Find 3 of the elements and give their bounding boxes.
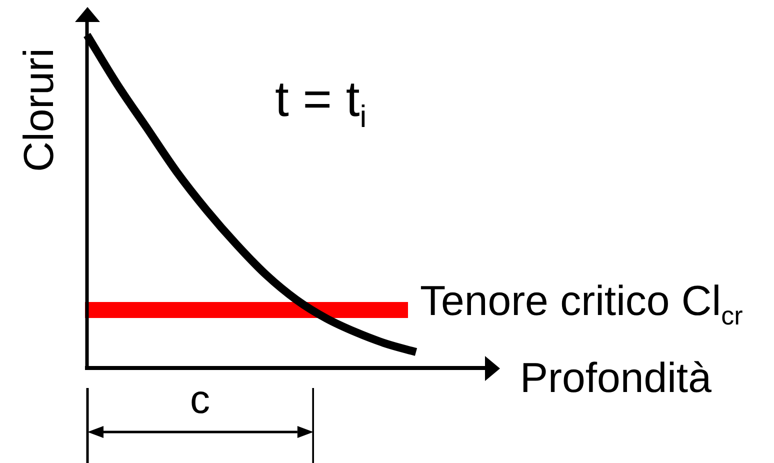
y-axis-title: Cloruri — [15, 48, 62, 172]
x-axis-title: Profondità — [520, 354, 712, 401]
text: c — [190, 378, 210, 422]
